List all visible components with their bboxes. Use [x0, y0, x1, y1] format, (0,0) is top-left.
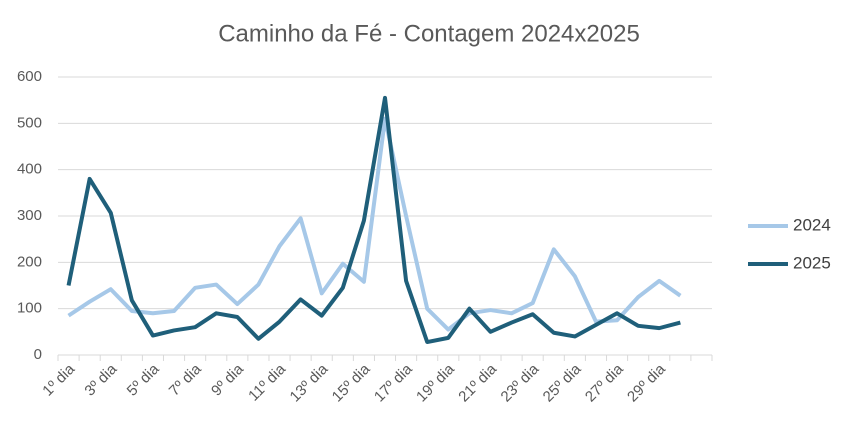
- chart-title: Caminho da Fé - Contagem 2024x2025: [218, 20, 640, 47]
- y-tick-label: 500: [17, 114, 42, 131]
- x-tick-label: 23º dia: [498, 360, 543, 405]
- x-tick-label: 1º dia: [39, 360, 78, 399]
- x-tick-label: 11º dia: [245, 360, 289, 404]
- x-tick-label: 7º dia: [166, 360, 205, 399]
- y-tick-label: 600: [17, 68, 42, 85]
- x-tick-label: 25º dia: [540, 360, 585, 405]
- y-tick-label: 100: [17, 300, 42, 317]
- x-tick-label: 5º dia: [124, 360, 163, 399]
- x-tick-label: 17º dia: [371, 360, 416, 405]
- y-tick-label: 200: [17, 253, 42, 270]
- line-series: [66, 95, 681, 345]
- x-tick-label: 21º dia: [455, 360, 500, 405]
- x-tick-label: 19º dia: [413, 360, 458, 405]
- x-tick-label: 29º dia: [624, 360, 669, 405]
- x-tick-label: 27º dia: [582, 360, 627, 405]
- line-series: [67, 116, 682, 332]
- y-tick-label: 400: [17, 161, 42, 178]
- x-tick-label: 15º dia: [329, 360, 374, 405]
- legend-label: 2025: [793, 253, 831, 272]
- x-tick-label: 3º dia: [81, 360, 120, 399]
- x-tick-label: 9º dia: [208, 360, 247, 399]
- y-tick-label: 0: [34, 346, 42, 363]
- x-tick-label: 13º dia: [287, 360, 332, 405]
- y-tick-label: 300: [17, 207, 42, 224]
- legend-label: 2024: [793, 215, 831, 234]
